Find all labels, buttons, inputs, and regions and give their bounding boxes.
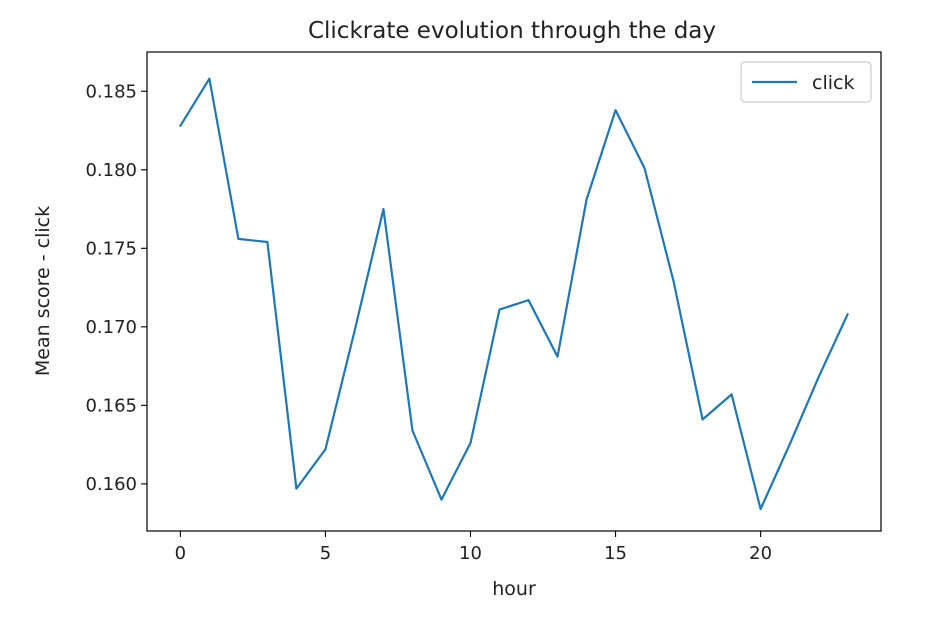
- x-axis-label: hour: [492, 578, 536, 600]
- x-tick-label: 0: [175, 543, 186, 564]
- x-tick-label: 10: [459, 543, 482, 564]
- y-tick-label: 0.165: [85, 395, 137, 416]
- y-axis-label: Mean score - click: [32, 206, 54, 376]
- y-tick-label: 0.185: [85, 81, 137, 102]
- y-tick-label: 0.175: [85, 238, 137, 259]
- x-axis: 0 5 10 15 20: [175, 531, 772, 564]
- series-layer: [179, 77, 849, 511]
- chart-title: Clickrate evolution through the day: [308, 18, 716, 44]
- x-tick-label: 15: [604, 543, 627, 564]
- x-tick-label: 5: [320, 543, 331, 564]
- y-axis: 0.160 0.165 0.170 0.175 0.180 0.185: [85, 81, 147, 495]
- legend-label-click: click: [812, 72, 854, 94]
- y-tick-label: 0.170: [85, 317, 137, 338]
- x-tick-label: 20: [749, 543, 772, 564]
- y-tick-label: 0.180: [85, 160, 137, 181]
- legend-box: [740, 61, 872, 103]
- legend: click: [740, 61, 872, 103]
- plot-area-frame: [146, 51, 882, 532]
- series-line-click: [179, 77, 849, 511]
- y-tick-label: 0.160: [85, 474, 137, 495]
